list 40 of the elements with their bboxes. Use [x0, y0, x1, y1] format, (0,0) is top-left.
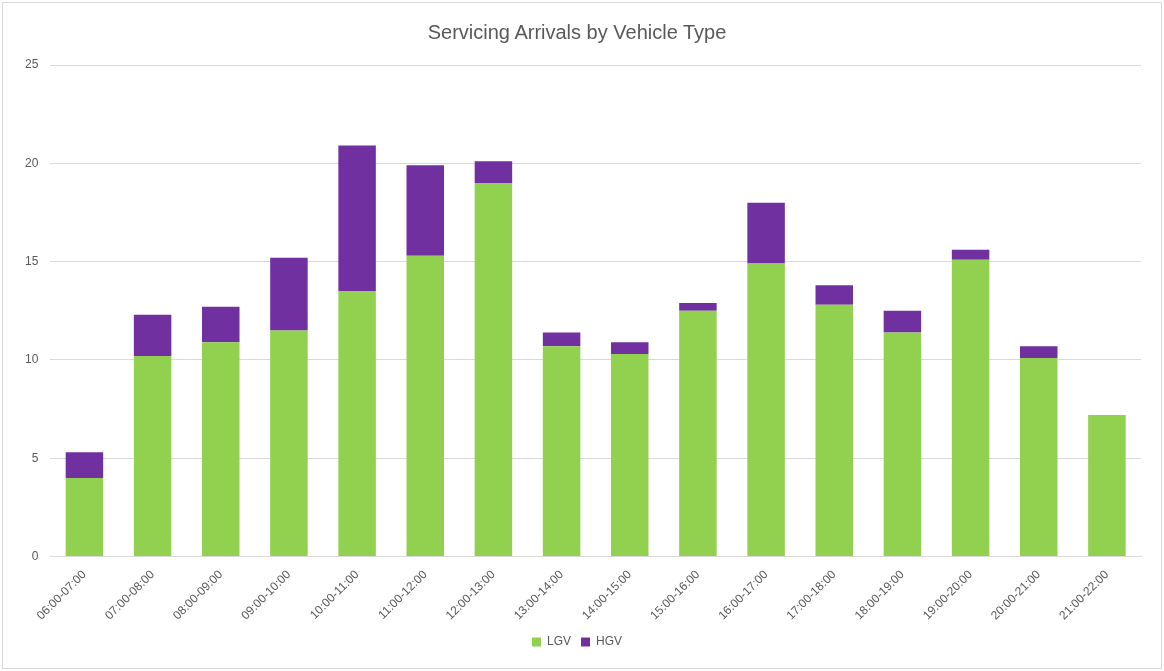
bar: [338, 291, 376, 557]
bar: [951, 249, 990, 260]
bar: [747, 263, 785, 557]
bar: [542, 346, 581, 557]
bar: [202, 306, 240, 343]
bar: [1020, 357, 1058, 557]
bar: [1020, 346, 1058, 358]
bar: [474, 182, 513, 557]
bar: [202, 342, 240, 557]
y-tick-label: 15: [24, 253, 39, 268]
bar: [338, 145, 376, 292]
y-tick-label: 10: [24, 352, 39, 367]
bar: [270, 330, 308, 557]
bar: [883, 310, 922, 333]
y-tick-label: 25: [24, 57, 39, 72]
bar: [679, 302, 717, 311]
legend-label: LGV: [546, 634, 572, 649]
bar: [747, 202, 785, 264]
bar: [883, 332, 922, 557]
bar: [542, 332, 581, 347]
bar: [133, 314, 172, 356]
bar: [951, 259, 990, 557]
bar: [679, 310, 717, 557]
bar: [611, 354, 649, 557]
bar: [815, 304, 853, 557]
y-tick-label: 20: [24, 155, 39, 170]
bar: [406, 255, 445, 557]
bar: [65, 477, 104, 557]
bar: [611, 342, 649, 355]
y-tick-label: 5: [31, 450, 39, 465]
chart-title: Servicing Arrivals by Vehicle Type: [427, 20, 727, 43]
bar: [270, 257, 308, 331]
bar: [474, 161, 513, 183]
bar: [815, 285, 853, 305]
bar: [65, 452, 104, 478]
bar: [1088, 414, 1126, 557]
y-tick-label: 0: [31, 548, 39, 563]
legend-label: HGV: [596, 634, 623, 649]
bar: [406, 165, 445, 256]
bar: [133, 355, 172, 557]
